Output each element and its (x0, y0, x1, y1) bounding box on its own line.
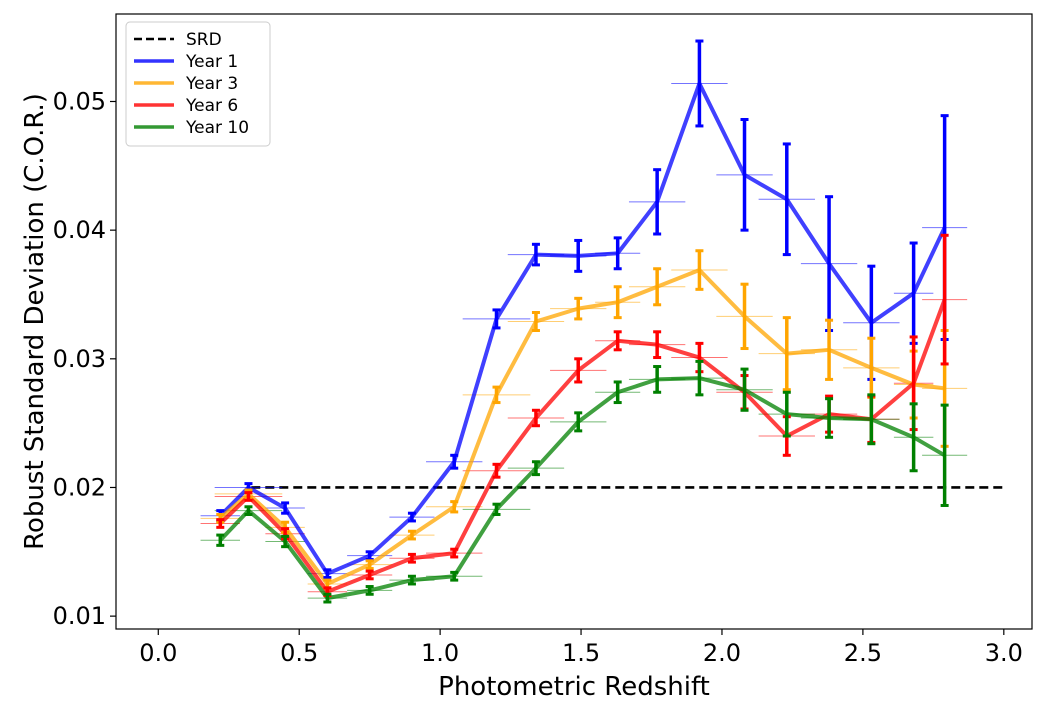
x-axis: 0.0 0.5 1.0 1.5 2.0 2.5 3.0 (139, 629, 1023, 667)
x-tick-label: 2.0 (703, 639, 741, 667)
plot-area (200, 39, 1004, 604)
series-3-error-bars (216, 359, 949, 604)
legend-label: Year 6 (185, 96, 238, 116)
y-tick-label: 0.04 (53, 216, 106, 244)
legend-label: SRD (186, 30, 222, 50)
x-tick-label: 2.5 (844, 639, 882, 667)
legend-box (125, 21, 271, 147)
y-tick-label: 0.03 (53, 345, 106, 373)
x-tick-label: 0.0 (139, 639, 177, 667)
y-axis-title: Robust Standard Deviation (C.O.R.) (20, 93, 50, 550)
legend-label: Year 10 (185, 118, 249, 138)
legend-label: Year 1 (185, 52, 238, 72)
y-tick-label: 0.01 (53, 602, 106, 630)
y-tick-label: 0.02 (53, 473, 106, 501)
plot-frame (115, 13, 1033, 630)
x-tick-label: 0.5 (280, 639, 318, 667)
x-tick-label: 1.0 (421, 639, 459, 667)
y-axis: 0.01 0.02 0.03 0.04 0.05 (53, 87, 116, 630)
x-tick-label: 3.0 (985, 639, 1023, 667)
x-tick-label: 1.5 (562, 639, 600, 667)
y-tick-label: 0.05 (53, 87, 106, 115)
legend-label: Year 3 (185, 74, 238, 94)
x-axis-title: Photometric Redshift (438, 672, 710, 702)
